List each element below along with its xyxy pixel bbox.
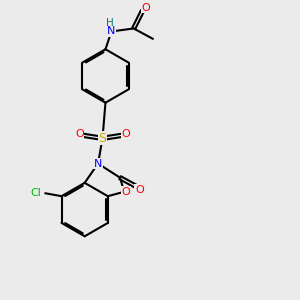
Text: S: S [98,132,106,145]
Text: H: H [106,18,114,28]
Text: Cl: Cl [30,188,41,198]
Text: O: O [141,3,150,13]
Text: N: N [94,158,102,169]
Text: O: O [75,129,84,139]
Text: O: O [135,184,144,194]
Text: N: N [107,26,116,37]
Text: O: O [121,187,130,197]
Text: O: O [121,129,130,139]
